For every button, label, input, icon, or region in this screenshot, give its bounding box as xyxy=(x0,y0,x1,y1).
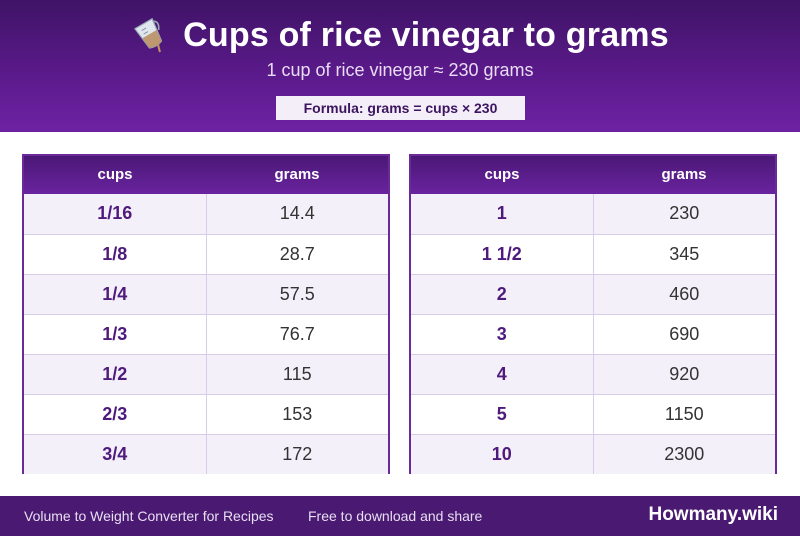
cups-cell: 3/4 xyxy=(24,435,207,474)
table-row: 1/16 14.4 xyxy=(24,194,388,234)
table-body: 1/16 14.4 1/8 28.7 1/4 57.5 1/3 76.7 1/2 115 … xyxy=(24,194,388,474)
grams-cell: 172 xyxy=(282,444,313,464)
subtitle: 1 cup of rice vinegar ≈ 230 grams xyxy=(266,60,534,80)
cups-cell: 1/3 xyxy=(24,315,207,354)
cups-cell: 1 xyxy=(411,194,594,234)
table-row: 1/2 115 xyxy=(24,354,388,394)
table-row: 1/8 28.7 xyxy=(24,234,388,274)
table-header: cups grams xyxy=(411,156,775,194)
table-row: 4 920 xyxy=(411,354,775,394)
formula-badge: Formula: grams = cups × 230 xyxy=(276,96,525,120)
conversion-table-right: cups grams 1 230 1 1/2 345 2 460 3 690 4 920 … xyxy=(409,154,777,474)
table-row: 1 1/2 345 xyxy=(411,234,775,274)
grams-cell: 1150 xyxy=(664,404,704,424)
grams-cell: 14.4 xyxy=(279,203,315,223)
grams-cell: 460 xyxy=(669,284,700,304)
table-row: 3/4 172 xyxy=(24,434,388,474)
table-row: 5 1150 xyxy=(411,394,775,434)
footer-share-text: Free to download and share xyxy=(308,508,483,524)
cups-cell: 4 xyxy=(411,355,594,394)
table-row: 2/3 153 xyxy=(24,394,388,434)
measuring-cup-pouring-icon xyxy=(131,16,169,54)
column-header-cups: cups xyxy=(484,166,520,183)
cups-cell: 1/16 xyxy=(24,194,207,234)
grams-cell: 28.7 xyxy=(279,244,315,264)
table-header: cups grams xyxy=(24,156,388,194)
table-row: 1/4 57.5 xyxy=(24,274,388,314)
conversion-table-left: cups grams 1/16 14.4 1/8 28.7 1/4 57.5 1/3 7… xyxy=(22,154,390,474)
cups-cell: 1/2 xyxy=(24,355,207,394)
grams-cell: 57.5 xyxy=(279,284,315,304)
grams-cell: 153 xyxy=(282,404,313,424)
cups-cell: 2/3 xyxy=(24,395,207,434)
grams-cell: 345 xyxy=(669,244,700,264)
column-header-grams: grams xyxy=(274,166,320,183)
cups-cell: 5 xyxy=(411,395,594,434)
table-row: 10 2300 xyxy=(411,434,775,474)
column-header-cups: cups xyxy=(97,166,133,183)
cups-cell: 1/8 xyxy=(24,235,207,274)
table-body: 1 230 1 1/2 345 2 460 3 690 4 920 5 1150 10 230… xyxy=(411,194,775,474)
cups-cell: 1/4 xyxy=(24,275,207,314)
page-title: Cups of rice vinegar to grams xyxy=(183,15,669,54)
cups-cell: 2 xyxy=(411,275,594,314)
grams-cell: 690 xyxy=(669,324,700,344)
grams-cell: 920 xyxy=(669,364,700,384)
footer-tagline: Volume to Weight Converter for Recipes xyxy=(24,508,274,524)
table-row: 1 230 xyxy=(411,194,775,234)
grams-cell: 115 xyxy=(282,364,312,384)
column-header-grams: grams xyxy=(661,166,707,183)
table-row: 1/3 76.7 xyxy=(24,314,388,354)
table-row: 2 460 xyxy=(411,274,775,314)
title-row: Cups of rice vinegar to grams xyxy=(0,14,800,56)
header-banner: Cups of rice vinegar to grams 1 cup of r… xyxy=(0,0,800,132)
cups-cell: 3 xyxy=(411,315,594,354)
grams-cell: 76.7 xyxy=(279,324,315,344)
footer-bar: Volume to Weight Converter for Recipes F… xyxy=(0,496,800,536)
brand-logo-text[interactable]: Howmany.wiki xyxy=(648,504,778,525)
grams-cell: 2300 xyxy=(664,444,705,464)
cups-cell: 10 xyxy=(411,435,594,474)
table-row: 3 690 xyxy=(411,314,775,354)
grams-cell: 230 xyxy=(669,203,700,223)
cups-cell: 1 1/2 xyxy=(411,235,594,274)
